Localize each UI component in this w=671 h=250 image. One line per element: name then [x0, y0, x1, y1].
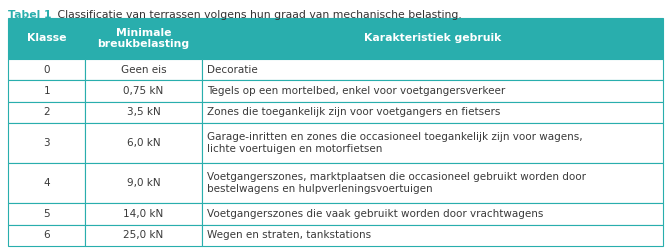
Text: Minimale
breukbelasting: Minimale breukbelasting [97, 28, 190, 49]
FancyBboxPatch shape [85, 224, 202, 246]
FancyBboxPatch shape [8, 80, 85, 102]
Text: Decoratie: Decoratie [207, 65, 257, 75]
Text: 3,5 kN: 3,5 kN [127, 108, 160, 118]
Text: 3: 3 [44, 138, 50, 148]
Text: Garage-inritten en zones die occasioneel toegankelijk zijn voor wagens,
lichte v: Garage-inritten en zones die occasioneel… [207, 132, 582, 154]
Text: Geen eis: Geen eis [121, 65, 166, 75]
Text: 4: 4 [44, 178, 50, 188]
FancyBboxPatch shape [202, 203, 663, 225]
FancyBboxPatch shape [8, 102, 85, 123]
Text: 0: 0 [44, 65, 50, 75]
FancyBboxPatch shape [85, 123, 202, 163]
FancyBboxPatch shape [85, 163, 202, 203]
Text: 14,0 kN: 14,0 kN [123, 209, 164, 219]
Text: Tegels op een mortelbed, enkel voor voetgangersverkeer: Tegels op een mortelbed, enkel voor voet… [207, 86, 505, 96]
Text: 2: 2 [44, 108, 50, 118]
Text: 9,0 kN: 9,0 kN [127, 178, 160, 188]
FancyBboxPatch shape [202, 18, 663, 59]
Text: Classificatie van terrassen volgens hun graad van mechanische belasting.: Classificatie van terrassen volgens hun … [54, 10, 462, 20]
Text: Voetgangerszones die vaak gebruikt worden door vrachtwagens: Voetgangerszones die vaak gebruikt worde… [207, 209, 543, 219]
Text: 0,75 kN: 0,75 kN [123, 86, 164, 96]
FancyBboxPatch shape [202, 80, 663, 102]
FancyBboxPatch shape [202, 102, 663, 123]
FancyBboxPatch shape [85, 80, 202, 102]
Text: 25,0 kN: 25,0 kN [123, 230, 164, 240]
FancyBboxPatch shape [8, 59, 85, 80]
FancyBboxPatch shape [85, 203, 202, 225]
Text: 5: 5 [44, 209, 50, 219]
Text: Voetgangerszones, marktplaatsen die occasioneel gebruikt worden door
bestelwagen: Voetgangerszones, marktplaatsen die occa… [207, 172, 586, 194]
FancyBboxPatch shape [202, 224, 663, 246]
Text: Wegen en straten, tankstations: Wegen en straten, tankstations [207, 230, 370, 240]
FancyBboxPatch shape [8, 123, 85, 163]
FancyBboxPatch shape [202, 163, 663, 203]
FancyBboxPatch shape [85, 102, 202, 123]
FancyBboxPatch shape [202, 123, 663, 163]
FancyBboxPatch shape [8, 203, 85, 225]
Text: 6,0 kN: 6,0 kN [127, 138, 160, 148]
FancyBboxPatch shape [8, 18, 85, 59]
Text: 1: 1 [44, 86, 50, 96]
Text: Klasse: Klasse [27, 34, 66, 43]
FancyBboxPatch shape [8, 163, 85, 203]
FancyBboxPatch shape [202, 59, 663, 80]
Text: Zones die toegankelijk zijn voor voetgangers en fietsers: Zones die toegankelijk zijn voor voetgan… [207, 108, 500, 118]
FancyBboxPatch shape [85, 59, 202, 80]
Text: Karakteristiek gebruik: Karakteristiek gebruik [364, 34, 501, 43]
Text: Tabel 1: Tabel 1 [8, 10, 52, 20]
FancyBboxPatch shape [85, 18, 202, 59]
FancyBboxPatch shape [8, 224, 85, 246]
Text: 6: 6 [44, 230, 50, 240]
